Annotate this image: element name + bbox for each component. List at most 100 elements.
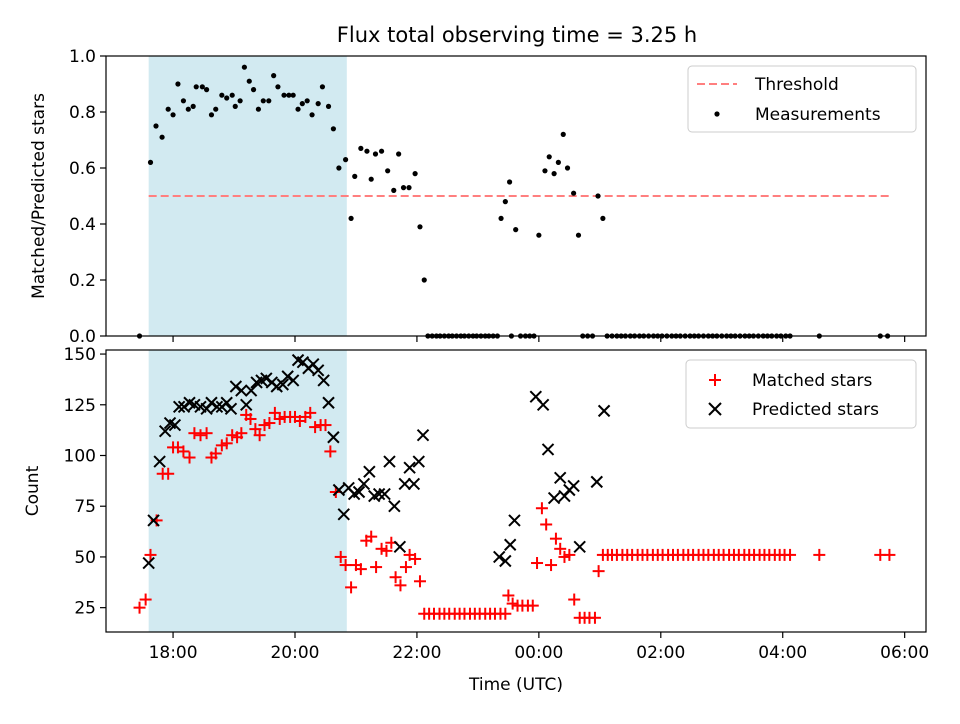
predicted-star-marker [168, 418, 182, 432]
predicted-star-marker [240, 398, 253, 411]
measurement-point [304, 98, 310, 104]
measurement-point [153, 123, 159, 129]
matched-star-marker [244, 412, 257, 425]
matched-star-marker [535, 502, 548, 515]
y-tick-label: 0.8 [69, 103, 96, 123]
matched-star-marker [200, 427, 213, 440]
predicted-stroke-b [183, 396, 196, 409]
y-tick-label: 150 [64, 345, 96, 365]
matched-star-marker [499, 607, 512, 620]
predicted-star-marker [224, 402, 238, 416]
chart-title: Flux total observing time = 3.25 h [337, 23, 697, 47]
predicted-stroke-b [244, 384, 258, 397]
matched-star-marker [319, 419, 332, 432]
measurement-point [246, 78, 252, 84]
predicted-star-marker [317, 374, 330, 387]
measurement-point [237, 98, 243, 104]
matched-star-marker [183, 451, 196, 464]
predicted-stroke-b [158, 424, 172, 438]
ratio-panel: 0.0 0.2 0.4 0.6 0.8 1.0 Matched/Predicted sta… [29, 47, 927, 347]
measurement-point [241, 64, 247, 70]
predicted-stroke-b [573, 540, 586, 553]
matched-star-marker [334, 550, 347, 563]
predicted-star-marker [158, 424, 172, 438]
legend-measurements-label: Measurements [755, 105, 881, 125]
matched-star-marker [162, 467, 175, 480]
measurement-point [342, 157, 349, 163]
y-tick-label: 25 [74, 599, 96, 619]
matched-star-marker [563, 548, 576, 561]
matched-star-marker [194, 429, 207, 442]
measurement-point [193, 84, 199, 90]
predicted-star-marker [352, 485, 366, 499]
measurement-point [319, 84, 326, 90]
matched-star-marker [784, 548, 797, 561]
predicted-stroke-b [398, 477, 411, 491]
measurement-point [159, 134, 165, 140]
measurement-point [309, 112, 315, 118]
legend-matched-swatch [709, 374, 721, 386]
measurement-point [364, 148, 370, 154]
measurement-point [575, 232, 582, 238]
predicted-stroke-b [357, 477, 371, 491]
predicted-star-marker [573, 540, 586, 553]
count-y-axis-label: Count [23, 465, 43, 516]
measurement-point [295, 106, 301, 112]
measurement-point [266, 98, 272, 104]
measurement-point [165, 106, 171, 112]
predicted-stroke-b [168, 418, 182, 432]
predicted-stroke-b [378, 487, 391, 501]
predicted-stroke-b [220, 396, 233, 409]
predicted-star-marker [142, 556, 155, 570]
measurement-point [180, 98, 187, 104]
measurement-point [348, 215, 354, 221]
predicted-star-marker [536, 398, 550, 411]
predicted-stroke-b [240, 398, 253, 411]
y-tick-label: 75 [74, 497, 96, 517]
predicted-star-marker [205, 396, 218, 409]
predicted-star-marker [210, 400, 224, 414]
predicted-stroke-b [286, 374, 300, 387]
predicted-stroke-b [276, 378, 290, 391]
predicted-stroke-b [188, 398, 201, 411]
matched-star-marker [592, 565, 605, 578]
predicted-stroke-b [224, 402, 238, 416]
predicted-star-marker [281, 370, 294, 383]
predicted-star-marker [357, 477, 371, 491]
predicted-star-marker [337, 508, 350, 521]
measurement-point [536, 232, 542, 238]
predicted-star-marker [416, 429, 430, 442]
measurement-point [232, 103, 238, 109]
count-panel: 25 50 75 100 125 150 18:00 20:00 22:00 00:00 02:0… [23, 345, 929, 695]
measurement-point [190, 103, 196, 109]
matched-star-marker [133, 601, 146, 614]
matched-star-marker [409, 552, 422, 565]
x-tick-label: 22:00 [392, 643, 441, 663]
predicted-star-marker [229, 380, 243, 393]
predicted-stroke-b [416, 429, 430, 442]
predicted-stroke-b [260, 372, 273, 385]
predicted-stroke-b [322, 396, 335, 409]
measurement-point [275, 84, 281, 90]
measurement-point [417, 224, 423, 230]
measurement-point [564, 165, 571, 171]
measurement-point [170, 112, 176, 118]
matched-star-marker [209, 447, 222, 460]
measurement-point [213, 106, 219, 112]
x-tick-label: 06:00 [880, 643, 929, 663]
measurement-point [498, 215, 504, 221]
predicted-stroke-b [597, 404, 611, 418]
matched-star-marker [235, 427, 248, 440]
count-legend: Matched stars Predicted stars [685, 359, 917, 429]
measurement-point [219, 92, 225, 98]
predicted-star-marker [412, 455, 425, 468]
matched-star-marker [531, 557, 544, 570]
predicted-star-marker [407, 477, 421, 491]
predicted-star-marker [363, 465, 376, 478]
x-tick-label: 00:00 [514, 643, 563, 663]
matched-star-marker [554, 542, 567, 555]
predicted-star-marker [499, 554, 512, 568]
measurement-point [412, 171, 418, 177]
measurement-point [600, 215, 606, 221]
